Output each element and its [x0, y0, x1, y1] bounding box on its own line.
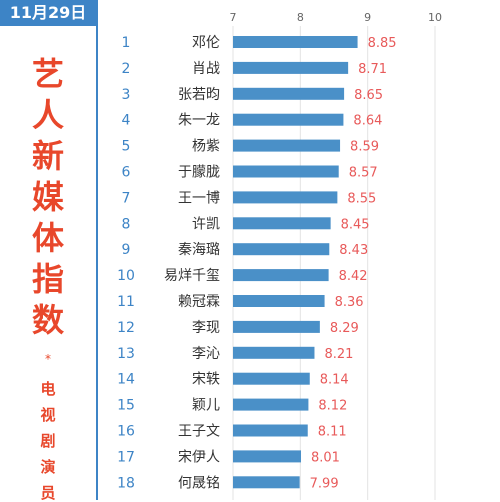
rank-number: 6 — [122, 165, 131, 181]
category-label: 王一博 — [178, 189, 220, 206]
subtitle-char: 视 — [40, 406, 56, 424]
bar — [233, 113, 344, 126]
category-label: 肖战 — [192, 61, 220, 77]
bar-chart: 7 8 9 10 1 邓伦 8.85 2 肖战 8.71 3 张若昀 8.65 4 朱一龙 8.64 5 杨紫 8.… — [117, 11, 442, 500]
subtitle-char: 演 — [40, 458, 56, 476]
bar — [233, 346, 315, 359]
category-label: 张若昀 — [178, 87, 220, 103]
bar — [233, 476, 300, 489]
rank-number: 1 — [122, 35, 131, 51]
value-label: 8.11 — [318, 425, 347, 440]
bar — [233, 139, 341, 152]
bar — [233, 398, 309, 411]
category-label: 李沁 — [192, 346, 220, 362]
date-badge: 11月29日 — [0, 0, 96, 26]
category-label: 易烊千玺 — [164, 268, 220, 284]
bar — [233, 295, 325, 307]
value-label: 8.42 — [339, 269, 368, 284]
value-label: 8.71 — [358, 62, 387, 77]
value-label: 8.14 — [320, 373, 349, 388]
title-char: 人 — [31, 96, 64, 134]
rank-number: 17 — [117, 449, 135, 465]
title-char: 体 — [31, 219, 64, 257]
rank-number: 14 — [117, 372, 135, 388]
title-char: 新 — [31, 137, 64, 175]
rank-number: 16 — [117, 424, 135, 440]
bar — [233, 87, 345, 100]
category-label: 颖儿 — [192, 398, 220, 414]
title-char: 艺 — [31, 55, 64, 93]
rank-number: 2 — [122, 61, 131, 77]
value-label: 8.64 — [353, 114, 382, 129]
category-label: 朱一龙 — [178, 113, 220, 129]
value-label: 8.45 — [341, 217, 370, 232]
bar — [233, 165, 339, 178]
category-label: 于朦胧 — [178, 165, 220, 181]
value-label: 8.43 — [339, 243, 368, 258]
bar — [233, 269, 329, 282]
rank-number: 12 — [117, 320, 135, 336]
category-label: 许凯 — [192, 216, 220, 232]
subtitle-char: 员 — [40, 484, 56, 502]
value-label: 8.85 — [368, 36, 397, 51]
bar — [233, 61, 349, 74]
rank-number: 4 — [122, 113, 131, 129]
category-label: 李现 — [192, 320, 220, 336]
x-tick-label: 9 — [364, 11, 371, 24]
rank-number: 13 — [117, 346, 135, 362]
rank-number: 11 — [117, 294, 135, 310]
category-label: 王子文 — [178, 424, 220, 440]
bar — [233, 243, 330, 256]
bar — [233, 217, 331, 230]
value-label: 8.29 — [330, 321, 359, 336]
value-label: 8.59 — [350, 140, 379, 155]
bar — [233, 372, 310, 385]
title-char: 指 — [31, 260, 64, 298]
bar — [233, 36, 358, 48]
title-char: 数 — [31, 301, 64, 339]
bar — [233, 191, 338, 204]
value-label: 7.99 — [310, 476, 339, 491]
title-asterisk: * — [45, 352, 51, 366]
bar — [233, 320, 320, 333]
title-char: 媒 — [31, 178, 64, 216]
rank-number: 3 — [122, 87, 131, 103]
value-label: 8.36 — [335, 295, 364, 310]
rank-number: 7 — [122, 190, 131, 206]
rank-number: 10 — [117, 268, 135, 284]
rank-number: 15 — [117, 398, 135, 414]
value-label: 8.21 — [324, 347, 353, 362]
left-title-panel: 11月29日 艺人新媒体指数 * 电视剧演员 — [0, 0, 98, 502]
value-label: 8.65 — [354, 88, 383, 103]
rank-number: 9 — [122, 242, 131, 258]
rank-number: 18 — [117, 475, 135, 491]
category-label: 何晟铭 — [178, 475, 220, 491]
x-tick-label: 8 — [297, 11, 304, 24]
value-label: 8.12 — [318, 399, 347, 414]
category-label: 邓伦 — [192, 35, 220, 51]
rank-number: 8 — [122, 216, 131, 232]
rank-number: 5 — [122, 139, 131, 155]
category-label: 秦海璐 — [178, 242, 220, 258]
x-tick-label: 7 — [230, 11, 237, 24]
value-label: 8.55 — [347, 191, 376, 206]
subtitle-char: 电 — [40, 380, 56, 398]
value-label: 8.57 — [349, 166, 378, 181]
category-label: 宋轶 — [192, 372, 220, 388]
value-label: 8.01 — [311, 450, 340, 465]
bar — [233, 424, 308, 437]
category-label: 宋伊人 — [178, 449, 220, 465]
x-tick-label: 10 — [428, 11, 442, 24]
subtitle-char: 剧 — [40, 432, 56, 450]
category-label: 赖冠霖 — [178, 294, 220, 310]
category-label: 杨紫 — [192, 139, 220, 155]
bar — [233, 450, 302, 463]
